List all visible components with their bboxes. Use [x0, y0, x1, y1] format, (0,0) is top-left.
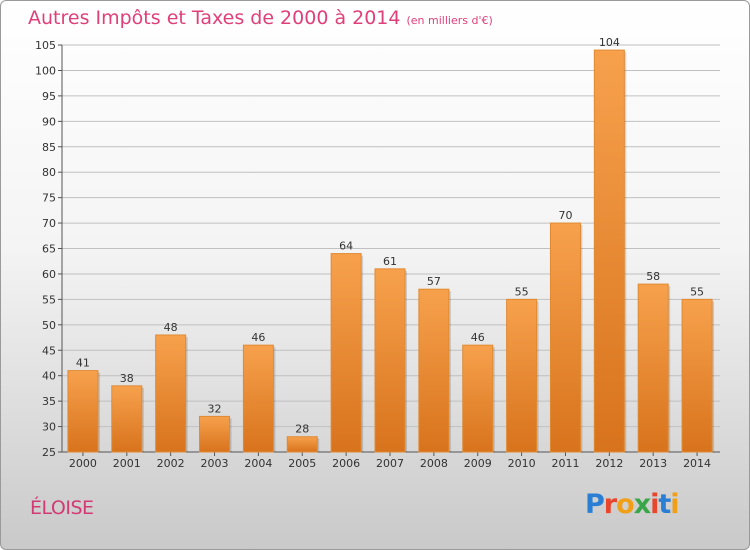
logo-letter: r	[603, 489, 617, 520]
logo-letter: P	[585, 489, 605, 520]
bar	[549, 222, 581, 453]
y-tick-label: 105	[35, 39, 56, 52]
data-label: 55	[690, 285, 704, 298]
data-label: 46	[251, 331, 265, 344]
chart-title-text: Autres Impôts et Taxes de 2000 à 2014	[28, 7, 401, 29]
bars	[67, 49, 715, 453]
x-tick-label: 2004	[244, 457, 272, 470]
y-tick-label: 70	[42, 217, 56, 230]
bar	[462, 344, 494, 453]
data-label: 70	[558, 209, 572, 222]
logo-letter: x	[633, 489, 651, 520]
data-label: 57	[427, 275, 441, 288]
x-tick-label: 2010	[508, 457, 536, 470]
x-tick-label: 2005	[288, 457, 316, 470]
y-tick-label: 40	[42, 370, 56, 383]
data-label: 48	[164, 321, 178, 334]
x-tick-label: 2000	[69, 457, 97, 470]
x-tick-label: 2009	[464, 457, 492, 470]
chart-title: Autres Impôts et Taxes de 2000 à 2014 (en…	[28, 7, 493, 29]
y-tick-label: 55	[42, 293, 56, 306]
chart-unit-label: (en milliers d'€)	[406, 14, 493, 27]
x-tick-label: 2006	[332, 457, 360, 470]
data-label: 58	[646, 270, 660, 283]
y-tick-label: 95	[42, 90, 56, 103]
y-tick-label: 45	[42, 344, 56, 357]
bar	[418, 288, 450, 453]
labels: 25 30 35 40 45 50 55 60 65 70 75 80 85 90 95 100 105 41 20…	[35, 36, 711, 470]
x-tick-label: 2003	[201, 457, 229, 470]
data-label: 104	[599, 36, 620, 49]
bar	[67, 370, 99, 453]
logo-letter: o	[616, 489, 635, 520]
y-tick-label: 100	[35, 64, 56, 77]
y-tick-label: 80	[42, 166, 56, 179]
data-label: 41	[76, 357, 90, 370]
y-tick-label: 85	[42, 141, 56, 154]
data-label: 38	[120, 372, 134, 385]
bar	[242, 344, 274, 453]
x-tick-label: 2001	[113, 457, 141, 470]
logo-letter: i	[670, 489, 679, 520]
bar	[286, 436, 318, 453]
data-label: 55	[515, 285, 529, 298]
x-tick-label: 2008	[420, 457, 448, 470]
commune-name: ÉLOISE	[30, 497, 94, 519]
y-tick-label: 65	[42, 243, 56, 256]
y-tick-label: 60	[42, 268, 56, 281]
data-label: 32	[208, 402, 222, 415]
data-label: 64	[339, 240, 353, 253]
y-tick-label: 25	[42, 446, 56, 459]
data-label: 61	[383, 255, 397, 268]
data-label: 28	[295, 423, 309, 436]
bar	[330, 253, 362, 453]
bar	[506, 298, 538, 453]
bar	[111, 385, 143, 453]
logo-letter: i	[650, 489, 659, 520]
bar	[637, 283, 669, 453]
x-tick-label: 2002	[157, 457, 185, 470]
y-tick-label: 90	[42, 115, 56, 128]
bar	[199, 415, 231, 453]
bar	[681, 298, 713, 453]
x-tick-label: 2011	[551, 457, 579, 470]
x-tick-label: 2007	[376, 457, 404, 470]
y-tick-label: 50	[42, 319, 56, 332]
x-tick-label: 2012	[595, 457, 623, 470]
y-tick-label: 75	[42, 192, 56, 205]
x-tick-label: 2013	[639, 457, 667, 470]
y-tick-label: 30	[42, 421, 56, 434]
bar	[593, 49, 625, 453]
x-tick-label: 2014	[683, 457, 711, 470]
bar	[155, 334, 187, 453]
data-label: 46	[471, 331, 485, 344]
proxiti-logo[interactable]: Proxiti	[585, 489, 680, 520]
bar	[374, 268, 406, 453]
logo-letter: t	[658, 489, 671, 520]
y-tick-label: 35	[42, 395, 56, 408]
